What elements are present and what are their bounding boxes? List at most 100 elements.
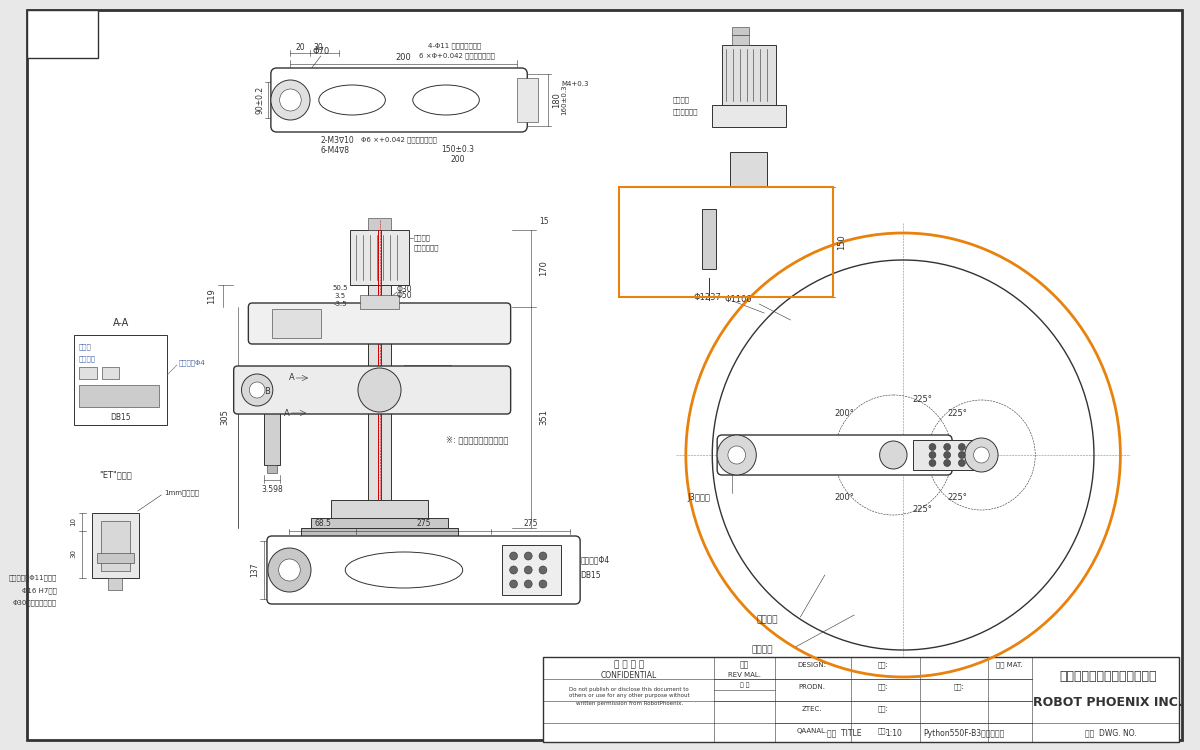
Circle shape — [718, 435, 756, 475]
Text: DB15: DB15 — [580, 571, 601, 580]
Text: A: A — [283, 409, 289, 418]
Text: Φ70: Φ70 — [312, 47, 330, 56]
Bar — [730, 152, 767, 187]
Text: PRODN.: PRODN. — [798, 684, 826, 690]
Text: 名称  TITLE: 名称 TITLE — [827, 728, 862, 737]
Text: B: B — [264, 388, 270, 397]
Bar — [732, 35, 750, 45]
Bar — [264, 410, 280, 465]
Circle shape — [965, 438, 998, 472]
Circle shape — [943, 452, 950, 458]
Text: 30: 30 — [70, 550, 76, 559]
Bar — [350, 230, 409, 285]
Text: 线缆需管安闷: 线缆需管安闷 — [414, 244, 439, 251]
FancyBboxPatch shape — [234, 366, 511, 414]
Text: 20: 20 — [295, 44, 305, 52]
Text: 月 日: 月 日 — [740, 682, 749, 688]
Bar — [408, 369, 424, 379]
Text: 225°: 225° — [947, 493, 967, 502]
Text: 6 ×Φ+0.042 窗孔（定位孔）: 6 ×Φ+0.042 窗孔（定位孔） — [419, 53, 494, 59]
Text: 15: 15 — [539, 217, 548, 226]
Text: 更改: 更改 — [740, 661, 749, 670]
Text: 351: 351 — [540, 410, 548, 425]
Text: Do not publish or disclose this document to: Do not publish or disclose this document… — [569, 686, 689, 692]
Text: 150±0.3: 150±0.3 — [442, 146, 474, 154]
Bar — [516, 78, 538, 122]
Bar — [74, 335, 167, 425]
Ellipse shape — [319, 85, 385, 115]
Text: 68.5: 68.5 — [314, 520, 331, 529]
Text: 90±0.2: 90±0.2 — [256, 86, 264, 114]
Text: 用户气管Φ4: 用户气管Φ4 — [580, 556, 610, 565]
Circle shape — [728, 446, 745, 464]
Bar — [330, 500, 428, 518]
Text: Φ1100: Φ1100 — [724, 296, 751, 304]
Text: written permission from RobotPhoenix.: written permission from RobotPhoenix. — [576, 700, 683, 706]
Text: 3.5: 3.5 — [335, 293, 346, 299]
Text: 拆装以上: 拆装以上 — [414, 235, 431, 242]
Bar — [408, 383, 415, 391]
Bar — [28, 10, 97, 58]
FancyBboxPatch shape — [679, 183, 785, 213]
Circle shape — [959, 452, 965, 458]
Bar — [91, 513, 139, 578]
Text: 日期:: 日期: — [878, 706, 889, 712]
Text: CONFIDENTIAL: CONFIDENTIAL — [601, 671, 658, 680]
Text: ※: 机械停止位的冲程余量: ※: 机械停止位的冲程余量 — [446, 436, 509, 445]
Bar — [404, 365, 451, 407]
Text: 用户气管Φ4: 用户气管Φ4 — [179, 360, 205, 366]
Bar — [367, 218, 391, 230]
Text: Python550F-B3型机外形图: Python550F-B3型机外形图 — [923, 728, 1004, 737]
Text: 工作区域: 工作区域 — [756, 616, 778, 625]
Text: 1:10: 1:10 — [886, 728, 902, 737]
Text: DESIGN:: DESIGN: — [798, 662, 827, 668]
Text: 日期:: 日期: — [878, 662, 889, 668]
Bar — [311, 518, 448, 528]
Text: "ET"处详图: "ET"处详图 — [98, 470, 132, 479]
Bar — [702, 209, 716, 269]
Bar — [367, 285, 391, 510]
Circle shape — [929, 452, 936, 458]
Circle shape — [241, 374, 272, 406]
Circle shape — [539, 552, 547, 560]
Circle shape — [943, 460, 950, 466]
Text: QAANAL.: QAANAL. — [797, 728, 828, 734]
Text: 170: 170 — [540, 260, 548, 277]
Text: Φ1237: Φ1237 — [694, 293, 721, 302]
Circle shape — [959, 443, 965, 451]
Text: 图号  DWG. NO.: 图号 DWG. NO. — [1085, 728, 1136, 737]
FancyBboxPatch shape — [271, 68, 527, 132]
Circle shape — [959, 460, 965, 466]
Circle shape — [880, 441, 907, 469]
Text: 拆装以上: 拆装以上 — [673, 97, 690, 104]
Text: 最大直径为Φ11细通孔: 最大直径为Φ11细通孔 — [8, 574, 56, 581]
Circle shape — [973, 447, 989, 463]
FancyBboxPatch shape — [248, 303, 511, 344]
Text: 200: 200 — [396, 53, 412, 62]
Text: -3.5: -3.5 — [334, 301, 347, 307]
Circle shape — [262, 447, 282, 467]
Ellipse shape — [413, 85, 479, 115]
Text: 275: 275 — [523, 520, 538, 529]
Circle shape — [524, 552, 532, 560]
Text: DB15: DB15 — [110, 413, 131, 422]
Text: 119: 119 — [206, 288, 216, 304]
Circle shape — [280, 89, 301, 111]
Circle shape — [510, 580, 517, 588]
Circle shape — [539, 580, 547, 588]
FancyBboxPatch shape — [708, 123, 804, 156]
Text: REV MAL.: REV MAL. — [728, 672, 761, 678]
FancyBboxPatch shape — [718, 435, 952, 475]
Ellipse shape — [346, 552, 463, 588]
Text: ZTEC.: ZTEC. — [802, 706, 822, 712]
Text: Φ16 H7轴径: Φ16 H7轴径 — [22, 588, 56, 594]
Bar — [502, 545, 560, 595]
Text: others or use for any other purpose without: others or use for any other purpose with… — [569, 694, 689, 698]
Text: 160±0.3: 160±0.3 — [562, 85, 568, 116]
Bar — [418, 383, 426, 391]
Circle shape — [524, 566, 532, 574]
Circle shape — [250, 382, 265, 398]
Text: J3轴中心: J3轴中心 — [688, 493, 710, 502]
Bar — [913, 440, 982, 470]
Text: ROBOT PHOENIX INC.: ROBOT PHOENIX INC. — [1033, 695, 1182, 709]
